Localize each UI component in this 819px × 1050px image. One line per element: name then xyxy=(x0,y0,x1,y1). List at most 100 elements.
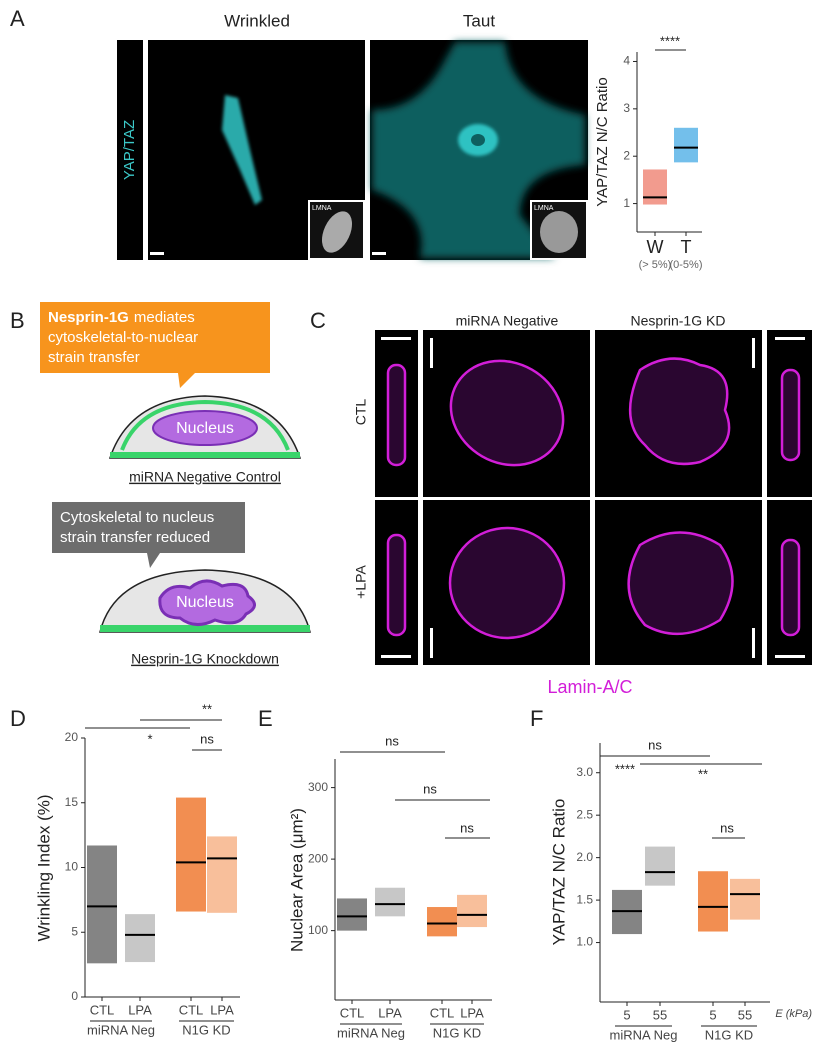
actin xyxy=(120,399,290,451)
nucleus-shape xyxy=(152,410,258,446)
column-header: miRNA Negative xyxy=(456,313,559,329)
ortho-nucleus xyxy=(780,368,801,462)
scale-bar xyxy=(381,337,411,340)
y-axis-label: YAP/TAZ N/C Ratio xyxy=(594,77,611,206)
scale-bars xyxy=(381,337,805,658)
caption: miRNA Negative Control xyxy=(129,469,281,485)
callout-text: Nesprin-1G mediates xyxy=(48,309,195,326)
x-tick-label: CTL xyxy=(340,1005,365,1020)
nucleus-image xyxy=(448,526,566,640)
cell xyxy=(222,95,262,205)
nucleolus xyxy=(471,134,485,146)
callout xyxy=(52,502,245,568)
callout-line: mediates xyxy=(134,309,195,326)
nucleus-image xyxy=(449,359,565,467)
box xyxy=(375,887,405,917)
y-tick-label: 2.0 xyxy=(576,850,593,864)
box xyxy=(87,845,117,964)
nucleus-label: Nucleus xyxy=(176,594,234,611)
group-label: N1G KD xyxy=(705,1027,753,1042)
significance-label: ns xyxy=(385,733,399,748)
y-tick-label: 20 xyxy=(65,730,79,744)
y-tick-label: 15 xyxy=(65,795,79,809)
y-tick-label: 4 xyxy=(623,54,630,68)
stain-label: Lamin-A/C xyxy=(547,677,632,697)
column-header: Nesprin-1G KD xyxy=(631,313,726,329)
y-tick-label: 2.5 xyxy=(576,807,593,821)
scale-bar xyxy=(752,338,755,368)
significance-label: ns xyxy=(200,731,214,746)
inset-label: LMNA xyxy=(312,205,332,212)
substrate xyxy=(110,452,300,458)
scale-bar xyxy=(430,628,433,658)
y-tick-label: 5 xyxy=(71,924,78,938)
y-tick-label: 1.0 xyxy=(576,935,593,949)
scale-bar xyxy=(775,337,805,340)
scale-bar xyxy=(775,655,805,658)
panel-letter: A xyxy=(10,6,25,31)
x-tick-label: LPA xyxy=(128,1002,152,1017)
nucleus-shape xyxy=(158,579,256,626)
ortho-nucleus xyxy=(386,363,407,467)
x-tick-label: 5 xyxy=(623,1007,630,1022)
scale-bar xyxy=(430,338,433,368)
box xyxy=(730,878,760,920)
panel-letter: F xyxy=(530,706,543,731)
significance-label: ns xyxy=(460,820,474,835)
callout-bold: Nesprin-1G xyxy=(48,309,129,326)
callout-line: strain transfer xyxy=(48,349,140,366)
significance-label: ns xyxy=(720,820,734,835)
y-tick-label: 0 xyxy=(71,989,78,1003)
nucleus-image xyxy=(627,531,734,636)
panel-letter: E xyxy=(258,706,273,731)
group-label: miRNA Neg xyxy=(87,1022,155,1037)
box xyxy=(176,797,206,912)
x-tick-label: CTL xyxy=(90,1002,115,1017)
x-tick-label: T xyxy=(681,237,692,257)
y-tick-label: 300 xyxy=(308,780,328,794)
group-label: N1G KD xyxy=(433,1025,481,1040)
y-tick-label: 200 xyxy=(308,851,328,865)
y-axis-label: Wrinkling Index (%) xyxy=(34,794,53,941)
y-tick-label: 1 xyxy=(623,196,630,210)
significance-label: **** xyxy=(660,33,680,48)
x-sub-label: (> 5%) xyxy=(639,259,672,271)
box xyxy=(643,169,667,205)
x-tick-label: W xyxy=(647,237,664,257)
significance-label: ns xyxy=(648,737,662,752)
box xyxy=(427,907,457,937)
y-tick-label: 10 xyxy=(65,860,79,874)
ortho-nucleus xyxy=(780,538,801,637)
inset-label: LMNA xyxy=(534,205,554,212)
ortho-nucleus xyxy=(386,533,407,637)
significance-label: ** xyxy=(698,766,708,781)
panel-letter: B xyxy=(10,308,25,333)
callout-line: strain transfer reduced xyxy=(60,529,210,546)
y-tick-label: 100 xyxy=(308,923,328,937)
x-tick-label: 5 xyxy=(709,1007,716,1022)
y-tick-label: 3 xyxy=(623,101,630,115)
inset-nucleus xyxy=(321,211,353,253)
image-grid xyxy=(375,330,812,665)
box xyxy=(457,894,487,928)
significance-label: **** xyxy=(615,761,635,776)
x-tick-label: 55 xyxy=(738,1007,752,1022)
box xyxy=(645,846,675,886)
nucleus-image xyxy=(628,357,731,466)
callout xyxy=(40,302,270,388)
callout-line: Cytoskeletal to nucleus xyxy=(60,509,214,526)
callout-line: cytoskeletal-to-nuclear xyxy=(48,329,198,346)
y-axis-label: Nuclear Area (μm²) xyxy=(287,808,306,952)
lamina xyxy=(386,357,801,640)
row-header: CTL xyxy=(353,399,369,426)
row-header: +LPA xyxy=(353,565,369,599)
y-axis-label: YAP/TAZ N/C Ratio xyxy=(549,799,568,946)
substrate xyxy=(100,625,310,632)
x-tick-label: LPA xyxy=(460,1005,484,1020)
significance-label: * xyxy=(147,731,152,746)
scale-bar xyxy=(752,628,755,658)
x-unit-label: E (kPa) xyxy=(775,1008,812,1020)
y-tick-label: 2 xyxy=(623,148,630,162)
channel-strip xyxy=(117,40,143,260)
